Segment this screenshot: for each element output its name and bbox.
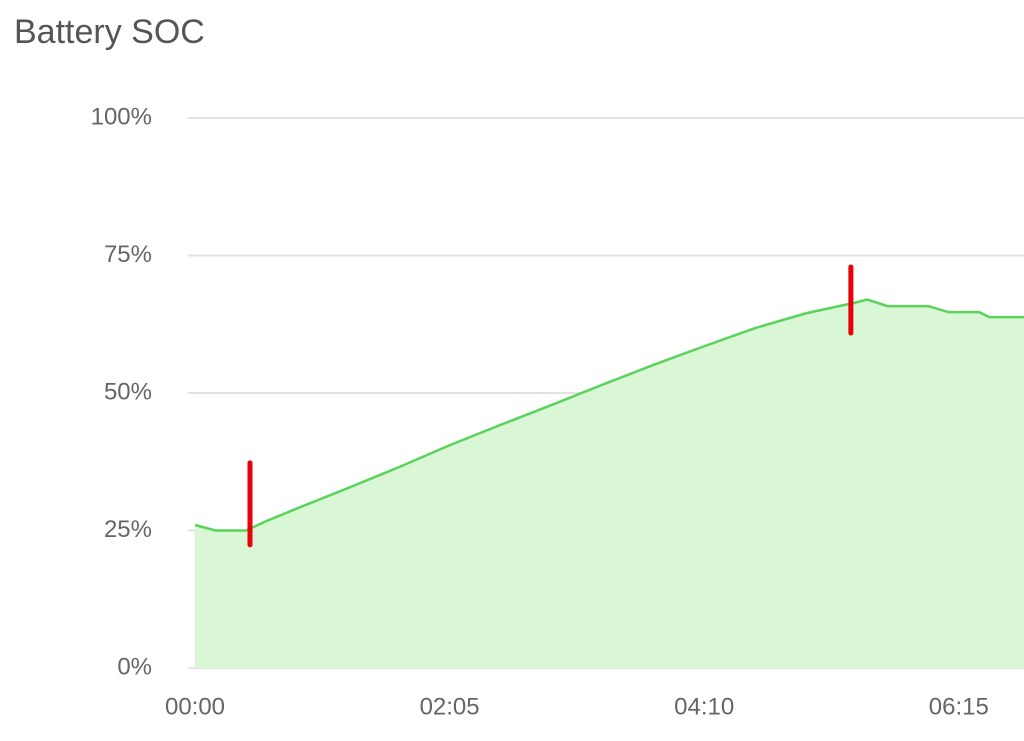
- x-tick-label: 04:10: [674, 693, 734, 720]
- y-tick-label: 25%: [104, 516, 152, 543]
- y-tick-label: 0%: [117, 653, 152, 680]
- area: [195, 299, 1024, 668]
- x-tick-label: 02:05: [420, 693, 480, 720]
- chart-title: Battery SOC: [14, 13, 205, 51]
- x-tick-label: 06:15: [929, 693, 989, 720]
- x-tick-label: 00:00: [165, 693, 225, 720]
- y-tick-label: 50%: [104, 378, 152, 405]
- y-tick-label: 75%: [104, 241, 152, 268]
- line: [194, 298, 1024, 532]
- y-tick-label: 100%: [91, 103, 152, 130]
